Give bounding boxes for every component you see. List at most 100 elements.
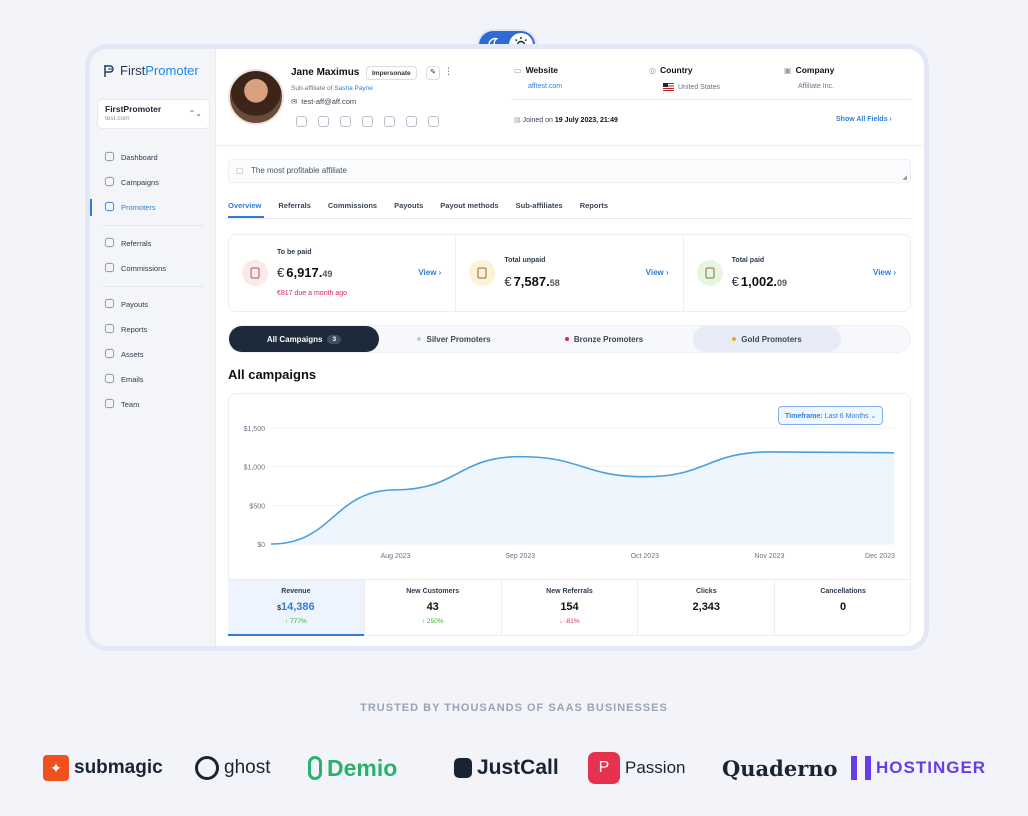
youtube-icon[interactable] [384, 116, 395, 127]
timeframe-select[interactable]: Timeframe: Last 6 Months ⌄ [778, 406, 884, 425]
stat-value: €7,587.58 [504, 274, 560, 289]
tab-commissions[interactable]: Commissions [327, 201, 378, 210]
sidebar-item-label: Payouts [121, 300, 149, 309]
sidebar-item-dashboard[interactable]: Dashboard [90, 145, 216, 170]
promoter-name: Jane Maximus [291, 67, 360, 78]
instagram-icon[interactable] [340, 116, 351, 127]
justcall-icon [454, 758, 472, 778]
metric-label: New Referrals [546, 588, 593, 595]
building-icon: ▣ [784, 65, 792, 75]
resize-handle-icon[interactable]: ◢ [902, 175, 907, 181]
view-link[interactable]: View › [645, 268, 669, 277]
dashboard-icon [104, 151, 115, 164]
view-link[interactable]: View › [418, 268, 442, 277]
segment-all-campaigns[interactable]: All Campaigns 3 [229, 326, 379, 352]
tab-payout-methods[interactable]: Payout methods [440, 201, 499, 210]
brand-passion: P Passion [588, 748, 685, 788]
us-flag-icon [663, 83, 674, 91]
metric-label: Cancellations [820, 588, 866, 595]
show-all-fields-link[interactable]: Show All Fields › [836, 116, 892, 123]
reports-icon [104, 323, 115, 336]
brand-ghost: ghost [195, 748, 270, 788]
dollar-icon [104, 298, 115, 311]
nav-separator [102, 286, 204, 287]
y-tick-label: $0 [257, 542, 265, 549]
sidebar-item-emails[interactable]: Emails [90, 367, 216, 392]
sidebar-item-label: Campaigns [121, 178, 159, 187]
facebook-icon[interactable] [296, 116, 307, 127]
sidebar-nav: Dashboard Campaigns Promoters Referrals Comm… [90, 145, 216, 417]
x-tick-label: Aug 2023 [381, 553, 411, 560]
avatar [228, 69, 284, 125]
website-field: ▭ Website afftest.com [514, 65, 563, 90]
mail-icon: ✉ [291, 97, 298, 106]
ghost-icon [195, 756, 219, 780]
more-options-icon[interactable]: ⋮ [444, 66, 453, 76]
link-icon[interactable] [428, 116, 439, 127]
main-content: Jane Maximus Impersonate ✎ ⋮ Sub-affilia… [216, 49, 924, 646]
tab-overview[interactable]: Overview [228, 201, 262, 210]
org-switcher[interactable]: FirstPromoter test.com ⌃⌄ [97, 99, 210, 129]
section-title: All campaigns [228, 367, 317, 382]
sidebar-item-referrals[interactable]: Referrals [90, 231, 216, 256]
sidebar-item-team[interactable]: Team [90, 392, 216, 417]
sidebar-item-label: Reports [121, 325, 148, 334]
metric-value: $14,386 [277, 601, 315, 613]
x-tick-label: Sep 2023 [505, 553, 535, 560]
x-tick-label: Nov 2023 [754, 553, 784, 560]
linkedin-icon[interactable] [362, 116, 373, 127]
sub-affiliate-text: Sub-affiliate of Sasha Payne [291, 85, 373, 92]
stat-card: Total paid €1,002.09 View › [684, 235, 910, 311]
edit-icon[interactable]: ✎ [426, 66, 440, 80]
segment-silver-promoters[interactable]: Silver Promoters [379, 326, 529, 352]
stat-card: To be paid €6,917.49 €817 due a month ago V… [229, 235, 457, 311]
segment-gold-promoters[interactable]: Gold Promoters [693, 326, 841, 352]
dot-icon [417, 337, 422, 341]
stat-card: Total unpaid €7,587.58 View › [456, 235, 684, 311]
sidebar-item-campaigns[interactable]: Campaigns [90, 170, 216, 195]
tab-reports[interactable]: Reports [579, 201, 609, 210]
chat-icon[interactable] [406, 116, 417, 127]
org-name: FirstPromoter [105, 104, 162, 114]
sidebar: FirstPromoter FirstPromoter test.com ⌃⌄ … [90, 49, 216, 646]
submagic-icon: ✦ [43, 755, 69, 781]
country-icon: ◎ [649, 65, 656, 75]
sidebar-item-label: Commissions [121, 264, 167, 273]
logo-icon [104, 64, 114, 77]
metric-label: New Customers [406, 588, 460, 595]
metric-clicks[interactable]: Clicks 2,343 [638, 580, 776, 636]
metric-cancellations[interactable]: Cancellations 0 [775, 580, 911, 636]
metrics-bar: Revenue $14,386 ↑ 777% New Customers 43 ↑ 250… [228, 579, 911, 636]
megaphone-icon [104, 176, 115, 189]
metric-revenue[interactable]: Revenue $14,386 ↑ 777% [228, 580, 365, 636]
tab-sub-affiliates[interactable]: Sub-affiliates [515, 201, 563, 210]
globe-icon: ▭ [514, 65, 522, 75]
view-link[interactable]: View › [873, 268, 896, 277]
segment-bronze-promoters[interactable]: Bronze Promoters [529, 326, 679, 352]
series-area [271, 451, 894, 544]
sidebar-item-promoters[interactable]: Promoters [90, 195, 216, 220]
sidebar-item-reports[interactable]: Reports [90, 317, 216, 342]
sidebar-item-assets[interactable]: Assets [90, 342, 216, 367]
demio-icon [308, 756, 322, 780]
hostinger-icon [851, 756, 871, 780]
sidebar-item-commissions[interactable]: Commissions [90, 256, 216, 281]
tab-referrals[interactable]: Referrals [278, 201, 311, 210]
calendar-icon: ▤ [514, 117, 523, 124]
website-link[interactable]: afftest.com [528, 83, 563, 90]
metric-change: ↑ 250% [421, 618, 444, 625]
impersonate-button[interactable]: Impersonate [366, 66, 417, 80]
metric-label: Revenue [281, 588, 311, 595]
note-input[interactable]: ▢ The most profitable affiliate ◢ [228, 159, 911, 183]
parent-affiliate-link[interactable]: Sasha Payne [334, 85, 373, 92]
mail-icon [104, 373, 115, 386]
app-logo[interactable]: FirstPromoter [102, 63, 199, 78]
sidebar-item-payouts[interactable]: Payouts [90, 292, 216, 317]
country-field: ◎ Country United States [649, 65, 721, 91]
metric-new-customers[interactable]: New Customers 43 ↑ 250% [365, 580, 502, 636]
y-tick-label: $500 [249, 503, 265, 510]
x-icon[interactable] [318, 116, 329, 127]
metric-new-referrals[interactable]: New Referrals 154 ↓ -81% [502, 580, 639, 636]
tab-payouts[interactable]: Payouts [394, 201, 424, 210]
count-badge: 3 [327, 334, 342, 344]
